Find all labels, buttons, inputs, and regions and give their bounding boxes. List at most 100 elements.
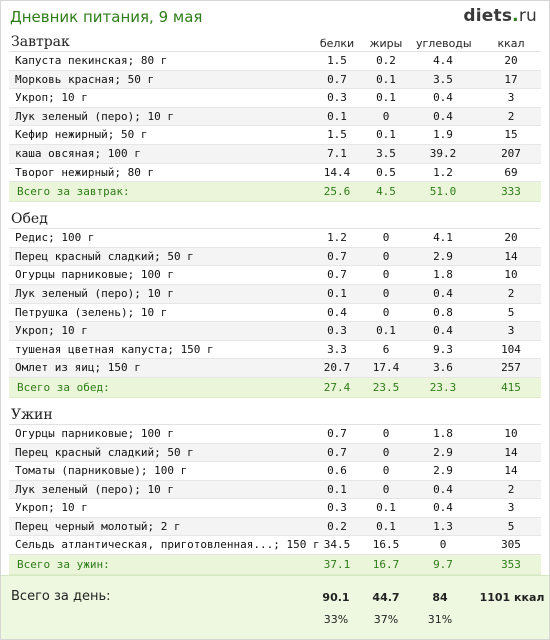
meal-total-label: Всего за завтрак: [17,185,130,199]
food-row[interactable]: Укроп; 10 г 0.3 0.1 0.4 3 [9,499,541,518]
food-row[interactable]: Укроп; 10 г 0.3 0.1 0.4 3 [9,89,541,108]
food-name: Лук зеленый (перо); 10 г [15,482,174,496]
food-protein: 0.7 [327,249,347,263]
food-name: Огурцы парниковые; 100 г [15,426,174,440]
food-name: Творог нежирный; 80 г [15,165,155,179]
food-protein: 0.3 [327,501,347,515]
food-carbs: 0 [439,538,447,552]
food-row[interactable]: Лук зеленый (перо); 10 г 0.1 0 0.4 2 [9,107,541,127]
food-protein: 0.1 [327,286,347,300]
column-header-fat: жиры [369,37,403,50]
food-kcal: 10 [504,426,518,440]
food-kcal: 14 [504,445,518,459]
food-row[interactable]: Кефир нежирный; 50 г 1.5 0.1 1.9 15 [9,126,541,145]
food-row[interactable]: Лук зеленый (перо); 10 г 0.1 0 0.4 2 [9,480,541,500]
food-protein: 0.1 [327,109,347,123]
food-kcal: 14 [504,249,518,263]
food-protein: 1.5 [327,128,347,142]
day-total-protein: 90.1 [322,591,350,604]
food-row[interactable]: Петрушка (зелень); 10 г 0.4 0 0.8 5 [9,304,541,323]
food-row[interactable]: Сельдь атлантическая, приготовленная...;… [9,536,541,556]
food-carbs: 0.4 [433,91,453,105]
food-carbs: 2.9 [433,464,453,478]
food-row[interactable]: Огурцы парниковые; 100 г 0.7 0 1.8 10 [9,266,541,285]
food-kcal: 14 [504,464,518,478]
column-header-kcal: ккал [497,37,525,50]
food-row[interactable]: тушеная цветная капуста; 150 г 3.3 6 9.3 104 [9,341,541,360]
food-fat: 16.5 [372,538,400,552]
food-kcal: 69 [504,165,518,179]
meal-header: Завтрак белки жиры углеводы ккал [1,31,549,51]
food-fat: 0.1 [376,519,396,533]
food-row[interactable]: Томаты (парниковые); 100 г 0.6 0 2.9 14 [9,462,541,481]
food-row[interactable]: Перец черный молотый; 2 г 0.2 0.1 1.3 5 [9,517,541,537]
day-total-carbs: 84 [432,591,448,604]
site-logo[interactable]: diets.ru [463,6,537,26]
food-fat: 0 [382,464,390,478]
food-kcal: 3 [507,324,515,338]
meal-total-label: Всего за обед: [17,380,110,394]
food-kcal: 20 [504,231,518,245]
food-row[interactable]: Перец красный сладкий; 50 г 0.7 0 2.9 14 [9,247,541,267]
food-row[interactable]: Морковь красная; 50 г 0.7 0.1 3.5 17 [9,70,541,90]
food-row[interactable]: Творог нежирный; 80 г 14.4 0.5 1.2 69 [9,164,541,183]
food-kcal: 5 [507,305,515,319]
meal-total-fat: 4.5 [376,185,396,199]
food-name: Лук зеленый (перо); 10 г [15,109,174,123]
meals-container: Завтрак белки жиры углеводы ккал Капуста пеки… [1,31,549,581]
food-protein: 0.7 [327,426,347,440]
page-title: Дневник питания, 9 мая [10,8,203,26]
food-carbs: 0.4 [433,109,453,123]
food-fat: 0.1 [376,72,396,86]
food-fat: 0.1 [376,91,396,105]
food-carbs: 0.4 [433,482,453,496]
food-kcal: 3 [507,91,515,105]
food-fat: 0.1 [376,324,396,338]
food-protein: 0.3 [327,324,347,338]
food-carbs: 0.4 [433,501,453,515]
day-protein-percent: 33% [323,613,349,626]
food-carbs: 2.9 [433,445,453,459]
food-row[interactable]: Капуста пекинская; 80 г 1.5 0.2 4.4 20 [9,52,541,71]
day-carbs-percent: 31% [427,613,453,626]
day-fat-percent: 37% [373,613,399,626]
food-fat: 0 [382,109,390,123]
food-row[interactable]: Укроп; 10 г 0.3 0.1 0.4 3 [9,322,541,341]
food-row[interactable]: Перец красный сладкий; 50 г 0.7 0 2.9 14 [9,443,541,463]
food-kcal: 3 [507,501,515,515]
food-fat: 17.4 [372,361,400,375]
food-name: Укроп; 10 г [15,324,88,338]
food-fat: 0.2 [376,54,396,67]
food-row[interactable]: Редис; 100 г 1.2 0 4.1 20 [9,229,541,248]
food-name: тушеная цветная капуста; 150 г [15,342,214,356]
food-name: каша овсяная; 100 г [15,146,141,160]
food-kcal: 2 [507,286,515,300]
meal-total-carbs: 51.0 [429,185,457,199]
meal-total-label: Всего за ужин: [17,558,110,572]
meal-items-list: Редис; 100 г 1.2 0 4.1 20 Перец красный сладк… [9,228,541,378]
food-protein: 0.6 [327,464,347,478]
food-row[interactable]: Омлет из яиц; 150 г 20.7 17.4 3.6 257 [9,359,541,378]
food-fat: 3.5 [376,146,396,160]
food-kcal: 2 [507,109,515,123]
food-kcal: 10 [504,268,518,282]
food-fat: 0.5 [376,165,396,179]
food-protein: 34.5 [323,538,351,552]
food-fat: 0 [382,249,390,263]
food-kcal: 104 [501,342,521,356]
food-protein: 0.7 [327,72,347,86]
meal-total-protein: 25.6 [323,185,351,199]
food-row[interactable]: Лук зеленый (перо); 10 г 0.1 0 0.4 2 [9,284,541,304]
food-protein: 0.4 [327,305,347,319]
food-kcal: 5 [507,519,515,533]
food-kcal: 207 [501,146,521,160]
food-row[interactable]: Огурцы парниковые; 100 г 0.7 0 1.8 10 [9,425,541,444]
column-header-carbs: углеводы [416,37,472,50]
food-carbs: 39.2 [429,146,457,160]
meal-header: Ужин [1,404,549,424]
food-name: Укроп; 10 г [15,91,88,105]
food-name: Огурцы парниковые; 100 г [15,268,174,282]
food-row[interactable]: каша овсяная; 100 г 7.1 3.5 39.2 207 [9,144,541,164]
meal-header: Обед [1,208,549,228]
